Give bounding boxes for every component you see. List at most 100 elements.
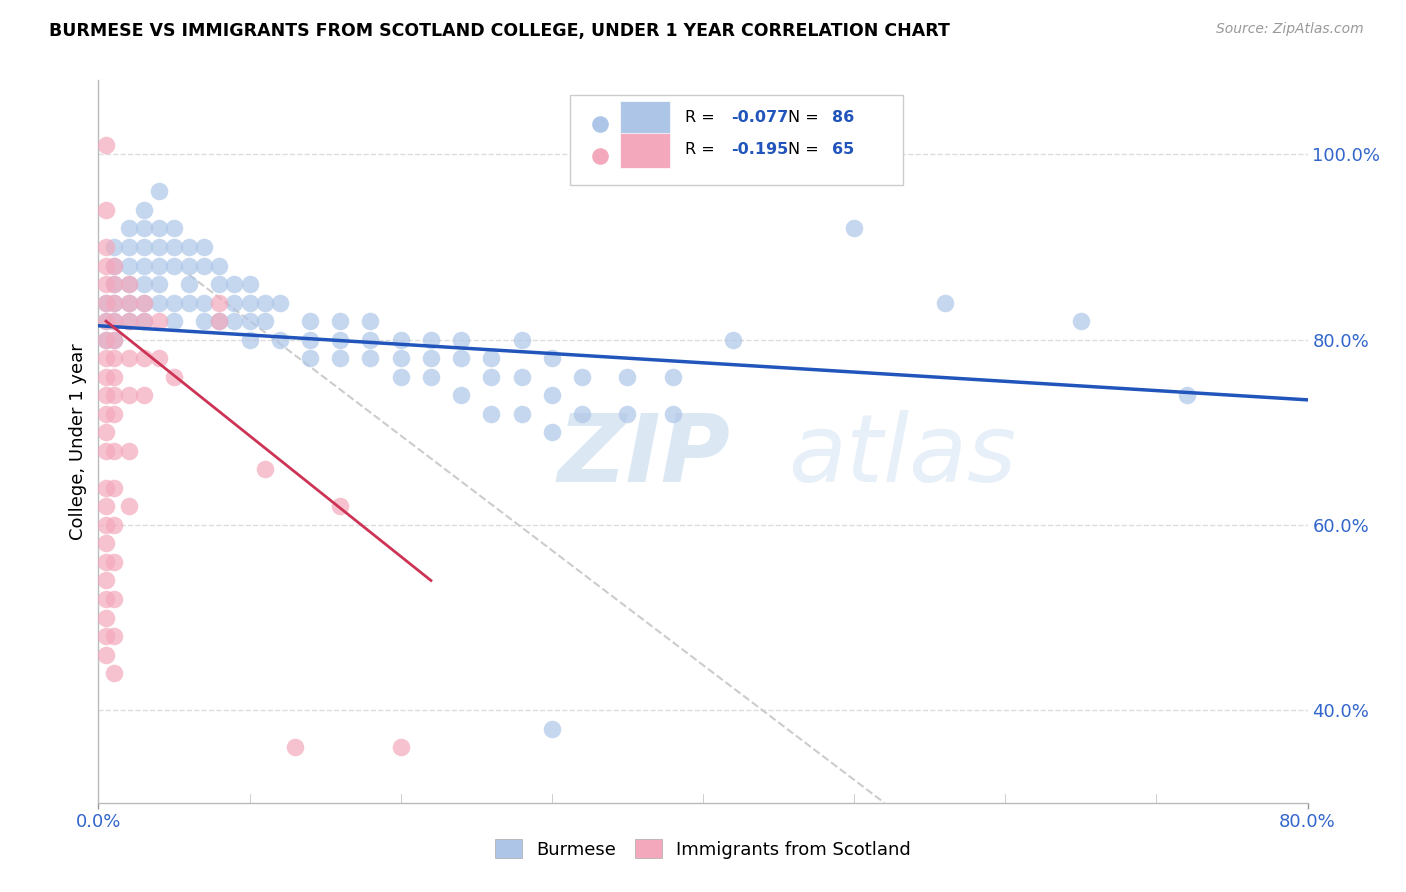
- Point: [420, 369, 443, 384]
- Text: -0.077: -0.077: [731, 110, 787, 125]
- Point: [132, 277, 155, 291]
- Text: Source: ZipAtlas.com: Source: ZipAtlas.com: [1216, 22, 1364, 37]
- Point: [132, 295, 155, 310]
- Point: [389, 740, 412, 755]
- Point: [224, 277, 246, 291]
- FancyBboxPatch shape: [620, 101, 671, 136]
- Point: [540, 722, 562, 736]
- Point: [103, 333, 125, 347]
- Text: R =: R =: [685, 142, 720, 157]
- Point: [148, 185, 170, 199]
- Point: [481, 351, 503, 366]
- Point: [269, 333, 291, 347]
- Point: [103, 443, 125, 458]
- Point: [329, 500, 352, 514]
- Point: [420, 351, 443, 366]
- Point: [253, 295, 276, 310]
- Point: [179, 277, 201, 291]
- Point: [132, 295, 155, 310]
- Point: [163, 259, 186, 273]
- Point: [193, 259, 215, 273]
- Point: [239, 314, 262, 328]
- Point: [118, 500, 141, 514]
- Point: [118, 388, 141, 402]
- Point: [94, 138, 117, 153]
- Legend: Burmese, Immigrants from Scotland: Burmese, Immigrants from Scotland: [488, 832, 918, 866]
- Point: [94, 592, 117, 607]
- Text: N =: N =: [787, 142, 824, 157]
- Point: [179, 240, 201, 254]
- Point: [299, 333, 322, 347]
- Point: [103, 592, 125, 607]
- Point: [616, 369, 638, 384]
- Point: [94, 517, 117, 532]
- Point: [118, 221, 141, 235]
- Point: [103, 351, 125, 366]
- Point: [94, 555, 117, 569]
- Point: [329, 314, 352, 328]
- Point: [118, 259, 141, 273]
- Text: R =: R =: [685, 110, 720, 125]
- Point: [661, 369, 683, 384]
- Point: [103, 333, 125, 347]
- Point: [179, 259, 201, 273]
- Point: [94, 425, 117, 440]
- Point: [360, 314, 382, 328]
- Point: [389, 369, 412, 384]
- Point: [844, 221, 866, 235]
- Point: [94, 314, 117, 328]
- Point: [571, 369, 593, 384]
- Point: [118, 314, 141, 328]
- Point: [540, 351, 562, 366]
- Point: [94, 536, 117, 550]
- Point: [714, 202, 737, 217]
- Point: [94, 202, 117, 217]
- Point: [284, 740, 307, 755]
- Point: [103, 369, 125, 384]
- Point: [450, 351, 472, 366]
- Point: [661, 407, 683, 421]
- Point: [94, 295, 117, 310]
- Point: [94, 481, 117, 495]
- Point: [94, 259, 117, 273]
- Point: [510, 333, 533, 347]
- Point: [714, 244, 737, 259]
- Point: [118, 295, 141, 310]
- Point: [163, 221, 186, 235]
- Point: [118, 443, 141, 458]
- Point: [94, 314, 117, 328]
- Point: [118, 277, 141, 291]
- Point: [94, 295, 117, 310]
- Point: [94, 443, 117, 458]
- Point: [224, 295, 246, 310]
- Point: [132, 351, 155, 366]
- Point: [118, 240, 141, 254]
- Point: [148, 259, 170, 273]
- Point: [94, 610, 117, 624]
- Point: [94, 240, 117, 254]
- Point: [239, 277, 262, 291]
- Point: [103, 517, 125, 532]
- Point: [208, 259, 231, 273]
- Point: [103, 259, 125, 273]
- Point: [510, 369, 533, 384]
- Point: [360, 351, 382, 366]
- Point: [510, 407, 533, 421]
- Point: [540, 388, 562, 402]
- Point: [1175, 388, 1198, 402]
- Point: [239, 333, 262, 347]
- Point: [224, 314, 246, 328]
- Point: [163, 240, 186, 254]
- Point: [103, 240, 125, 254]
- Point: [132, 314, 155, 328]
- Point: [481, 369, 503, 384]
- Point: [193, 314, 215, 328]
- Point: [103, 407, 125, 421]
- Point: [148, 295, 170, 310]
- Text: atlas: atlas: [787, 410, 1017, 501]
- Point: [208, 314, 231, 328]
- Y-axis label: College, Under 1 year: College, Under 1 year: [69, 343, 87, 540]
- Point: [193, 240, 215, 254]
- Text: N =: N =: [787, 110, 824, 125]
- Point: [179, 295, 201, 310]
